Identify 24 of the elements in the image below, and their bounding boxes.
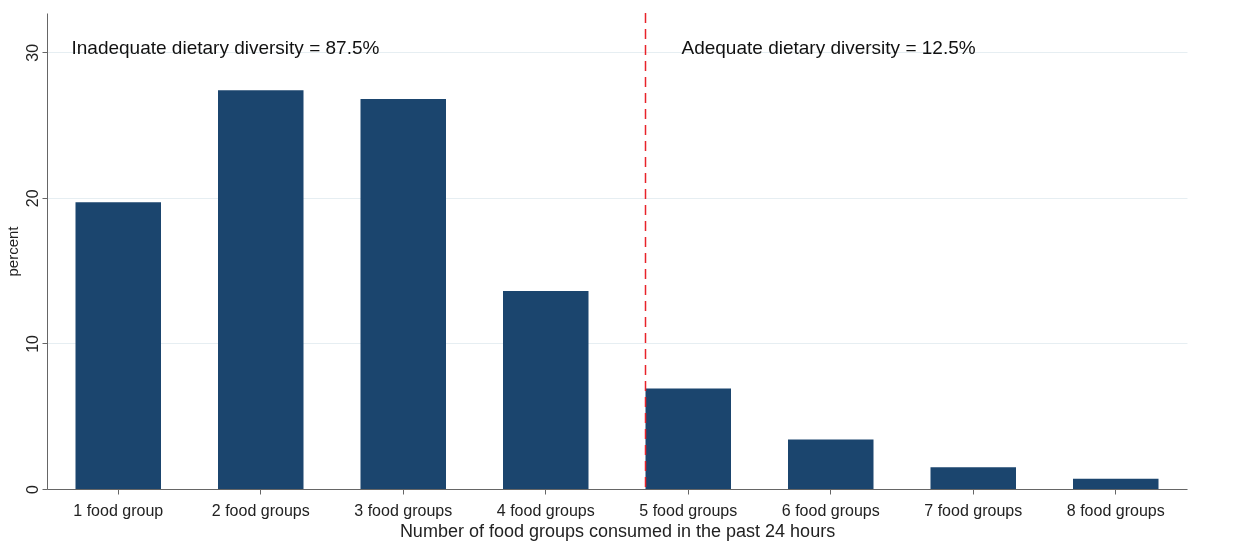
bar: [218, 90, 304, 489]
bar: [645, 388, 731, 489]
y-tick-label: 10: [23, 334, 41, 353]
x-tick-label: 5 food groups: [639, 501, 738, 519]
y-tick-label: 30: [23, 43, 41, 62]
x-tick-label: 6 food groups: [781, 501, 880, 519]
bar: [75, 202, 161, 489]
y-axis-title: percent: [3, 225, 21, 277]
bar: [1073, 478, 1159, 489]
y-tick-label: 0: [23, 484, 41, 494]
x-tick-label: 4 food groups: [496, 501, 595, 519]
annotation: Inadequate dietary diversity = 87.5%: [71, 37, 380, 58]
bar: [930, 467, 1016, 489]
x-axis-title: Number of food groups consumed in the past 24 hours: [399, 520, 836, 541]
x-tick-label: 7 food groups: [924, 501, 1023, 519]
x-tick-label: 8 food groups: [1066, 501, 1165, 519]
bar: [360, 98, 446, 489]
bar: [788, 439, 874, 489]
annotation: Adequate dietary diversity = 12.5%: [681, 37, 976, 58]
y-tick-label: 20: [23, 189, 41, 208]
x-tick-label: 1 food group: [73, 501, 164, 519]
bar: [503, 291, 589, 489]
x-tick-label: 2 food groups: [211, 501, 310, 519]
x-tick-label: 3 food groups: [354, 501, 453, 519]
